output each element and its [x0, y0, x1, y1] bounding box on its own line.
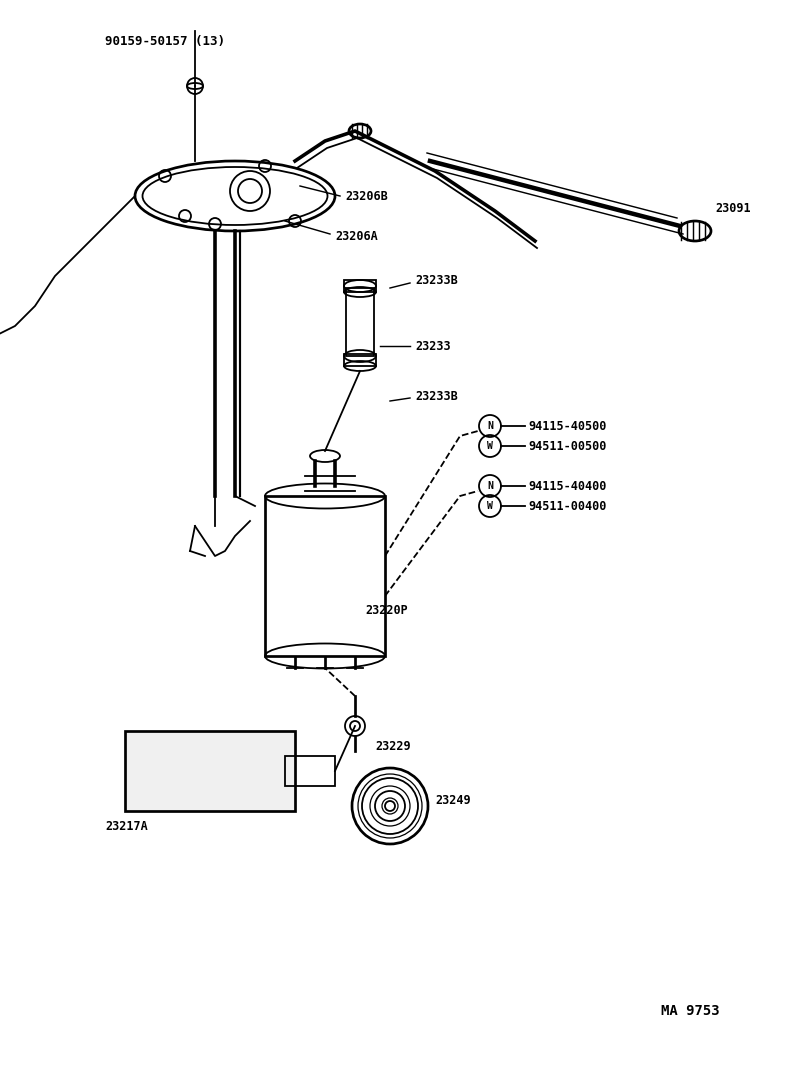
Text: N: N [487, 421, 493, 431]
Text: 23091: 23091 [715, 201, 750, 214]
Text: 23206B: 23206B [345, 190, 388, 203]
Text: 23229: 23229 [375, 740, 410, 753]
Text: MA 9753: MA 9753 [662, 1004, 720, 1018]
Text: 23220P: 23220P [365, 604, 408, 617]
Text: N: N [487, 481, 493, 491]
Text: W: W [487, 501, 493, 511]
Text: 23233B: 23233B [415, 275, 458, 288]
Text: W: W [487, 441, 493, 451]
Text: 90159-50157 (13): 90159-50157 (13) [105, 34, 225, 48]
Bar [346, 288, 374, 356]
Text: 94511-00400: 94511-00400 [528, 500, 606, 513]
Text: 94115-40400: 94115-40400 [528, 480, 606, 492]
Text: 23233B: 23233B [415, 389, 458, 403]
Bar [265, 496, 385, 656]
Text: 94115-40500: 94115-40500 [528, 420, 606, 433]
Text: 23249: 23249 [435, 794, 470, 808]
Text: 23217A: 23217A [105, 820, 148, 833]
Bar [285, 756, 335, 786]
Bar [344, 280, 376, 292]
Text: 23206A: 23206A [335, 229, 378, 242]
Text: 23233: 23233 [415, 339, 450, 353]
Bar [344, 354, 376, 366]
Text: 94511-00500: 94511-00500 [528, 439, 606, 452]
Bar [125, 731, 295, 811]
